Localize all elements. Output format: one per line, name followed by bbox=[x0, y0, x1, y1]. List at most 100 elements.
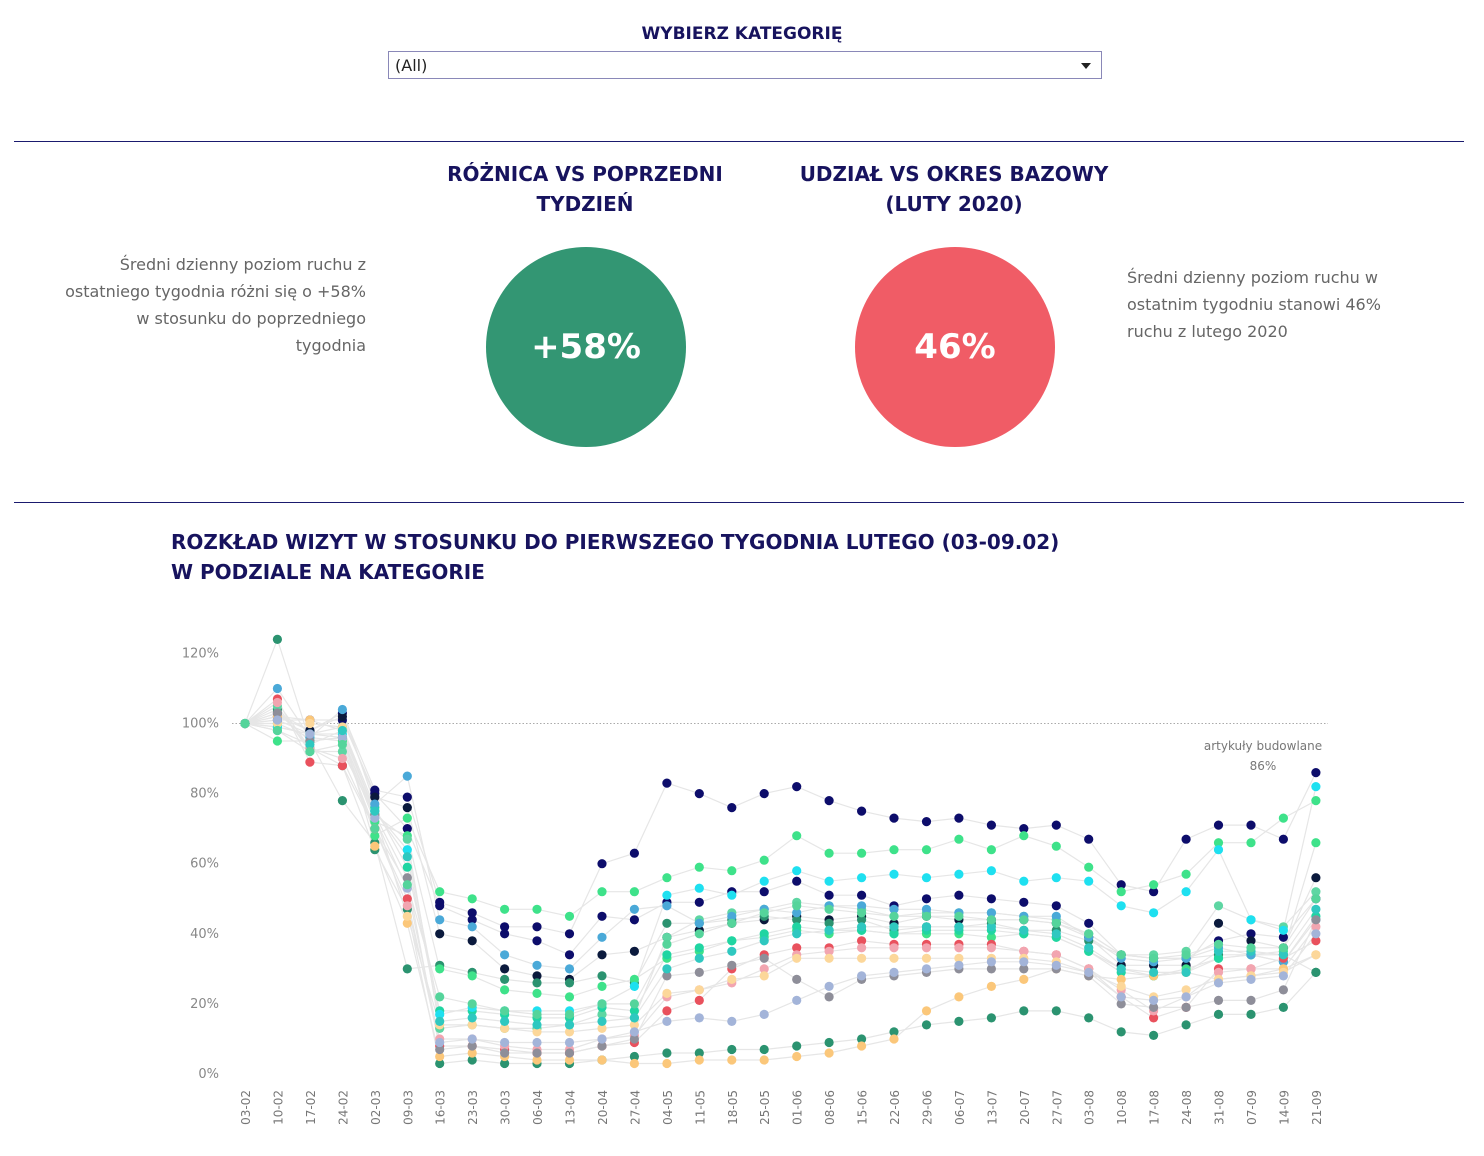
data-point bbox=[727, 803, 737, 813]
data-point bbox=[792, 1051, 802, 1062]
data-point bbox=[694, 862, 704, 872]
y-tick-label: 60% bbox=[190, 857, 219, 872]
data-point bbox=[1311, 950, 1321, 960]
data-point bbox=[792, 866, 802, 876]
data-point bbox=[1311, 873, 1321, 883]
data-point bbox=[824, 981, 834, 991]
data-point bbox=[435, 992, 445, 1002]
data-point bbox=[727, 911, 737, 921]
x-tick-label: 01-06 bbox=[791, 1090, 805, 1125]
data-point bbox=[532, 1037, 542, 1048]
data-point bbox=[824, 946, 834, 956]
data-point bbox=[986, 943, 997, 953]
data-point bbox=[824, 918, 834, 928]
data-point bbox=[337, 711, 347, 722]
data-point bbox=[792, 876, 802, 886]
data-point bbox=[921, 922, 932, 932]
data-point bbox=[370, 831, 380, 841]
kpi-weekly-diff-description: Średni dzienny poziom ruchu z ostatniego… bbox=[30, 251, 366, 359]
data-point bbox=[272, 715, 282, 725]
data-point bbox=[889, 845, 899, 855]
data-point bbox=[1149, 1013, 1159, 1023]
data-point bbox=[629, 904, 640, 914]
data-point bbox=[727, 890, 737, 900]
data-point bbox=[629, 1013, 640, 1023]
x-tick-label: 02-03 bbox=[369, 1090, 383, 1125]
x-tick-label: 03-08 bbox=[1083, 1090, 1097, 1125]
desc-left-line: Średni dzienny poziom ruchu z bbox=[119, 255, 366, 274]
data-point bbox=[694, 883, 704, 893]
data-point bbox=[564, 929, 575, 939]
data-point bbox=[986, 845, 997, 855]
data-point bbox=[1116, 887, 1126, 897]
data-point bbox=[337, 796, 347, 806]
data-point bbox=[435, 1058, 445, 1069]
chart-title-line1: ROZKŁAD WIZYT W STOSUNKU DO PIERWSZEGO T… bbox=[171, 530, 1060, 554]
data-point bbox=[1051, 1006, 1061, 1016]
data-point bbox=[727, 936, 737, 946]
data-point bbox=[370, 813, 380, 823]
category-filter-title: WYBIERZ KATEGORIĘ bbox=[641, 24, 843, 44]
data-point bbox=[1181, 887, 1191, 897]
data-point bbox=[759, 1009, 769, 1019]
data-point bbox=[532, 978, 542, 988]
x-tick-label: 27-07 bbox=[1050, 1090, 1064, 1125]
data-point bbox=[921, 873, 932, 883]
data-point bbox=[662, 890, 672, 900]
data-point bbox=[824, 796, 834, 806]
data-point bbox=[370, 824, 380, 834]
data-point bbox=[759, 936, 769, 946]
x-tick-label: 27-04 bbox=[628, 1090, 642, 1125]
data-point bbox=[694, 1048, 704, 1058]
data-point bbox=[402, 803, 412, 813]
data-point bbox=[792, 1041, 802, 1051]
data-point bbox=[1084, 967, 1094, 977]
data-point bbox=[662, 1016, 672, 1026]
data-point bbox=[759, 953, 769, 963]
chevron-down-icon[interactable] bbox=[1081, 63, 1091, 69]
data-point bbox=[564, 964, 575, 974]
data-point bbox=[1311, 915, 1321, 925]
data-point bbox=[500, 1023, 510, 1033]
data-point bbox=[694, 897, 704, 907]
data-point bbox=[532, 1020, 542, 1030]
data-point bbox=[500, 922, 510, 932]
data-point bbox=[402, 862, 412, 872]
data-point bbox=[402, 792, 412, 802]
category-select-value: (All) bbox=[395, 56, 428, 75]
data-point bbox=[1116, 974, 1126, 984]
data-point bbox=[662, 932, 672, 942]
data-point bbox=[1213, 939, 1224, 949]
data-point bbox=[597, 1034, 607, 1044]
data-point bbox=[1051, 911, 1061, 921]
data-point bbox=[467, 922, 477, 932]
data-point bbox=[824, 992, 834, 1002]
data-point bbox=[694, 1013, 704, 1023]
data-point bbox=[629, 974, 640, 984]
data-point bbox=[629, 1058, 640, 1069]
category-select[interactable]: (All) bbox=[388, 51, 1102, 79]
data-point bbox=[629, 848, 640, 858]
chart-title: ROZKŁAD WIZYT W STOSUNKU DO PIERWSZEGO T… bbox=[171, 527, 1071, 587]
data-point bbox=[986, 932, 997, 942]
data-point bbox=[824, 925, 834, 935]
y-tick-label: 80% bbox=[190, 787, 219, 802]
data-point bbox=[1019, 915, 1029, 925]
data-point bbox=[564, 950, 575, 960]
series-line bbox=[244, 722, 1317, 1015]
data-point bbox=[857, 922, 867, 932]
data-point bbox=[1278, 925, 1288, 935]
data-point bbox=[1246, 964, 1256, 974]
data-point bbox=[1051, 918, 1061, 928]
y-tick-label: 100% bbox=[182, 717, 219, 732]
data-point bbox=[532, 904, 542, 914]
data-point bbox=[500, 1037, 510, 1048]
data-point bbox=[1084, 834, 1094, 844]
data-point bbox=[1213, 995, 1224, 1005]
data-point bbox=[597, 1009, 607, 1019]
data-point bbox=[986, 957, 997, 967]
data-point bbox=[1311, 838, 1321, 848]
data-point bbox=[759, 929, 769, 939]
data-point bbox=[240, 718, 250, 729]
data-point bbox=[1311, 904, 1321, 914]
